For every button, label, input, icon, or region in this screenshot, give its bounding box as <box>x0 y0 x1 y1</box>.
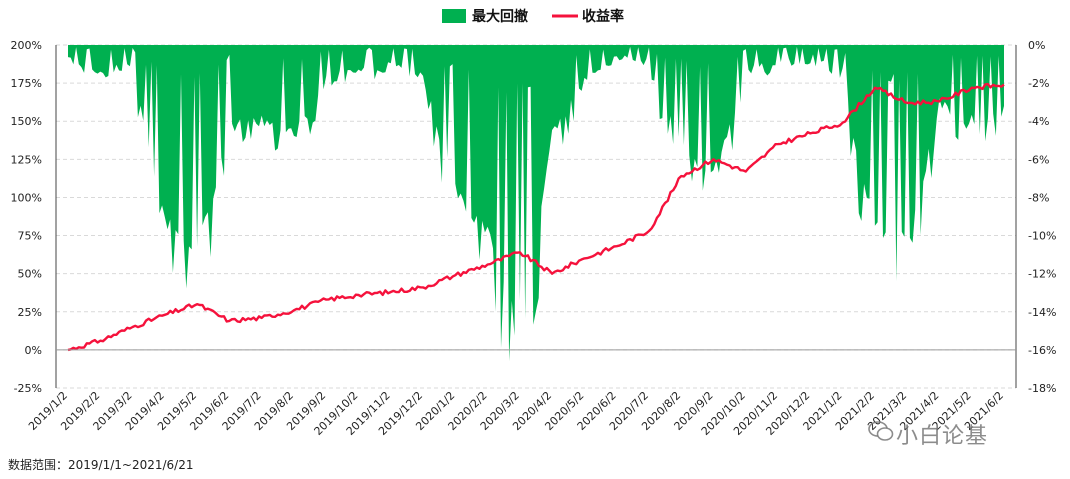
wechat-icon <box>868 421 894 441</box>
axes <box>55 45 1017 388</box>
right-tick-label: -14% <box>1028 306 1056 319</box>
left-tick-label: 50% <box>18 268 42 281</box>
left-tick-label: 75% <box>18 230 42 243</box>
right-tick-label: -8% <box>1028 191 1049 204</box>
left-tick-label: 175% <box>11 77 42 90</box>
right-tick-label: 0% <box>1028 39 1045 52</box>
right-tick-label: -6% <box>1028 153 1049 166</box>
left-tick-label: -25% <box>14 382 42 395</box>
drawdown-area-path <box>68 45 1004 362</box>
left-tick-label: 125% <box>11 153 42 166</box>
x-axis-ticks: 2019/1/22019/2/22019/3/22019/4/22019/5/2… <box>26 389 1006 438</box>
drawdown-area <box>68 45 1004 362</box>
left-tick-label: 150% <box>11 115 42 128</box>
left-axis-ticks: 200% 175% 150% 125% 100% 75% 50% 25% 0% -25% <box>11 39 42 395</box>
legend-return-label: 收益率 <box>582 8 624 25</box>
return-line <box>67 82 1005 352</box>
right-axis-ticks: 0% -2% -4% -6% -8% -10% -12% -14% -16% -18% <box>1028 39 1056 395</box>
left-tick-label: 0% <box>25 344 42 357</box>
left-tick-label: 100% <box>11 191 42 204</box>
legend-drawdown-swatch <box>442 9 466 23</box>
left-tick-label: 200% <box>11 39 42 52</box>
legend: 最大回撤 收益率 <box>442 8 624 25</box>
data-range-note: 数据范围：2019/1/1~2021/6/21 <box>8 458 194 472</box>
return-line-path <box>67 82 1005 352</box>
right-tick-label: -12% <box>1028 268 1056 281</box>
right-tick-label: -10% <box>1028 230 1056 243</box>
right-tick-label: -2% <box>1028 77 1049 90</box>
left-tick-label: 25% <box>18 306 42 319</box>
legend-drawdown-label: 最大回撤 <box>472 8 528 25</box>
right-tick-label: -18% <box>1028 382 1056 395</box>
right-tick-label: -4% <box>1028 115 1049 128</box>
right-tick-label: -16% <box>1028 344 1056 357</box>
watermark: 小白论基 <box>896 424 989 449</box>
